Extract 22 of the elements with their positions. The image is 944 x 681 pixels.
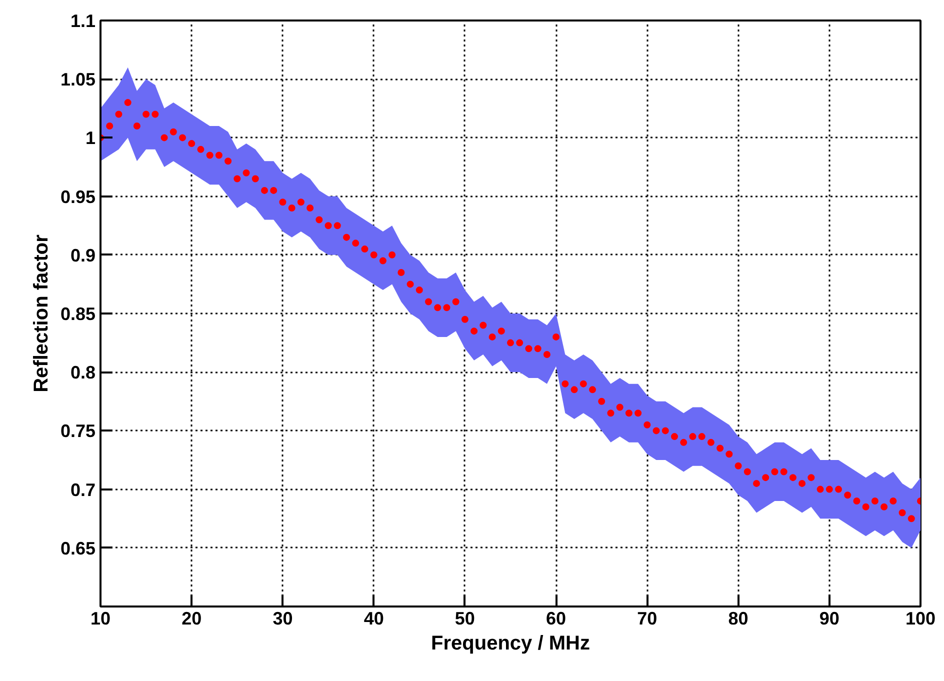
x-tick-label: 100	[905, 608, 936, 628]
y-tick-label: 0.75	[60, 421, 96, 442]
x-tick-label: 10	[90, 608, 111, 628]
y-tick-label: 0.8	[70, 362, 96, 383]
y-tick-label: 0.9	[70, 245, 96, 266]
y-axis-title: Reflection factor	[30, 234, 52, 392]
x-tick-label: 20	[182, 608, 202, 628]
x-axis-title: Frequency / MHz	[431, 632, 590, 654]
y-tick-label: 0.7	[70, 480, 96, 500]
x-tick-label: 40	[364, 608, 384, 628]
y-tick-label: 1.1	[70, 11, 96, 31]
y-tick-label: 0.65	[60, 538, 96, 558]
y-tick-label: 0.95	[60, 186, 96, 207]
x-tick-label: 70	[637, 608, 658, 628]
x-tick-label: 60	[546, 608, 566, 628]
y-tick-label: 0.85	[60, 304, 96, 324]
x-tick-label: 90	[819, 608, 840, 628]
y-tick-label: 1.05	[60, 70, 96, 90]
x-tick-label: 30	[272, 608, 293, 628]
y-tick-label: 1	[85, 128, 96, 148]
x-tick-label: 80	[728, 608, 748, 628]
x-tick-label: 50	[454, 608, 475, 628]
